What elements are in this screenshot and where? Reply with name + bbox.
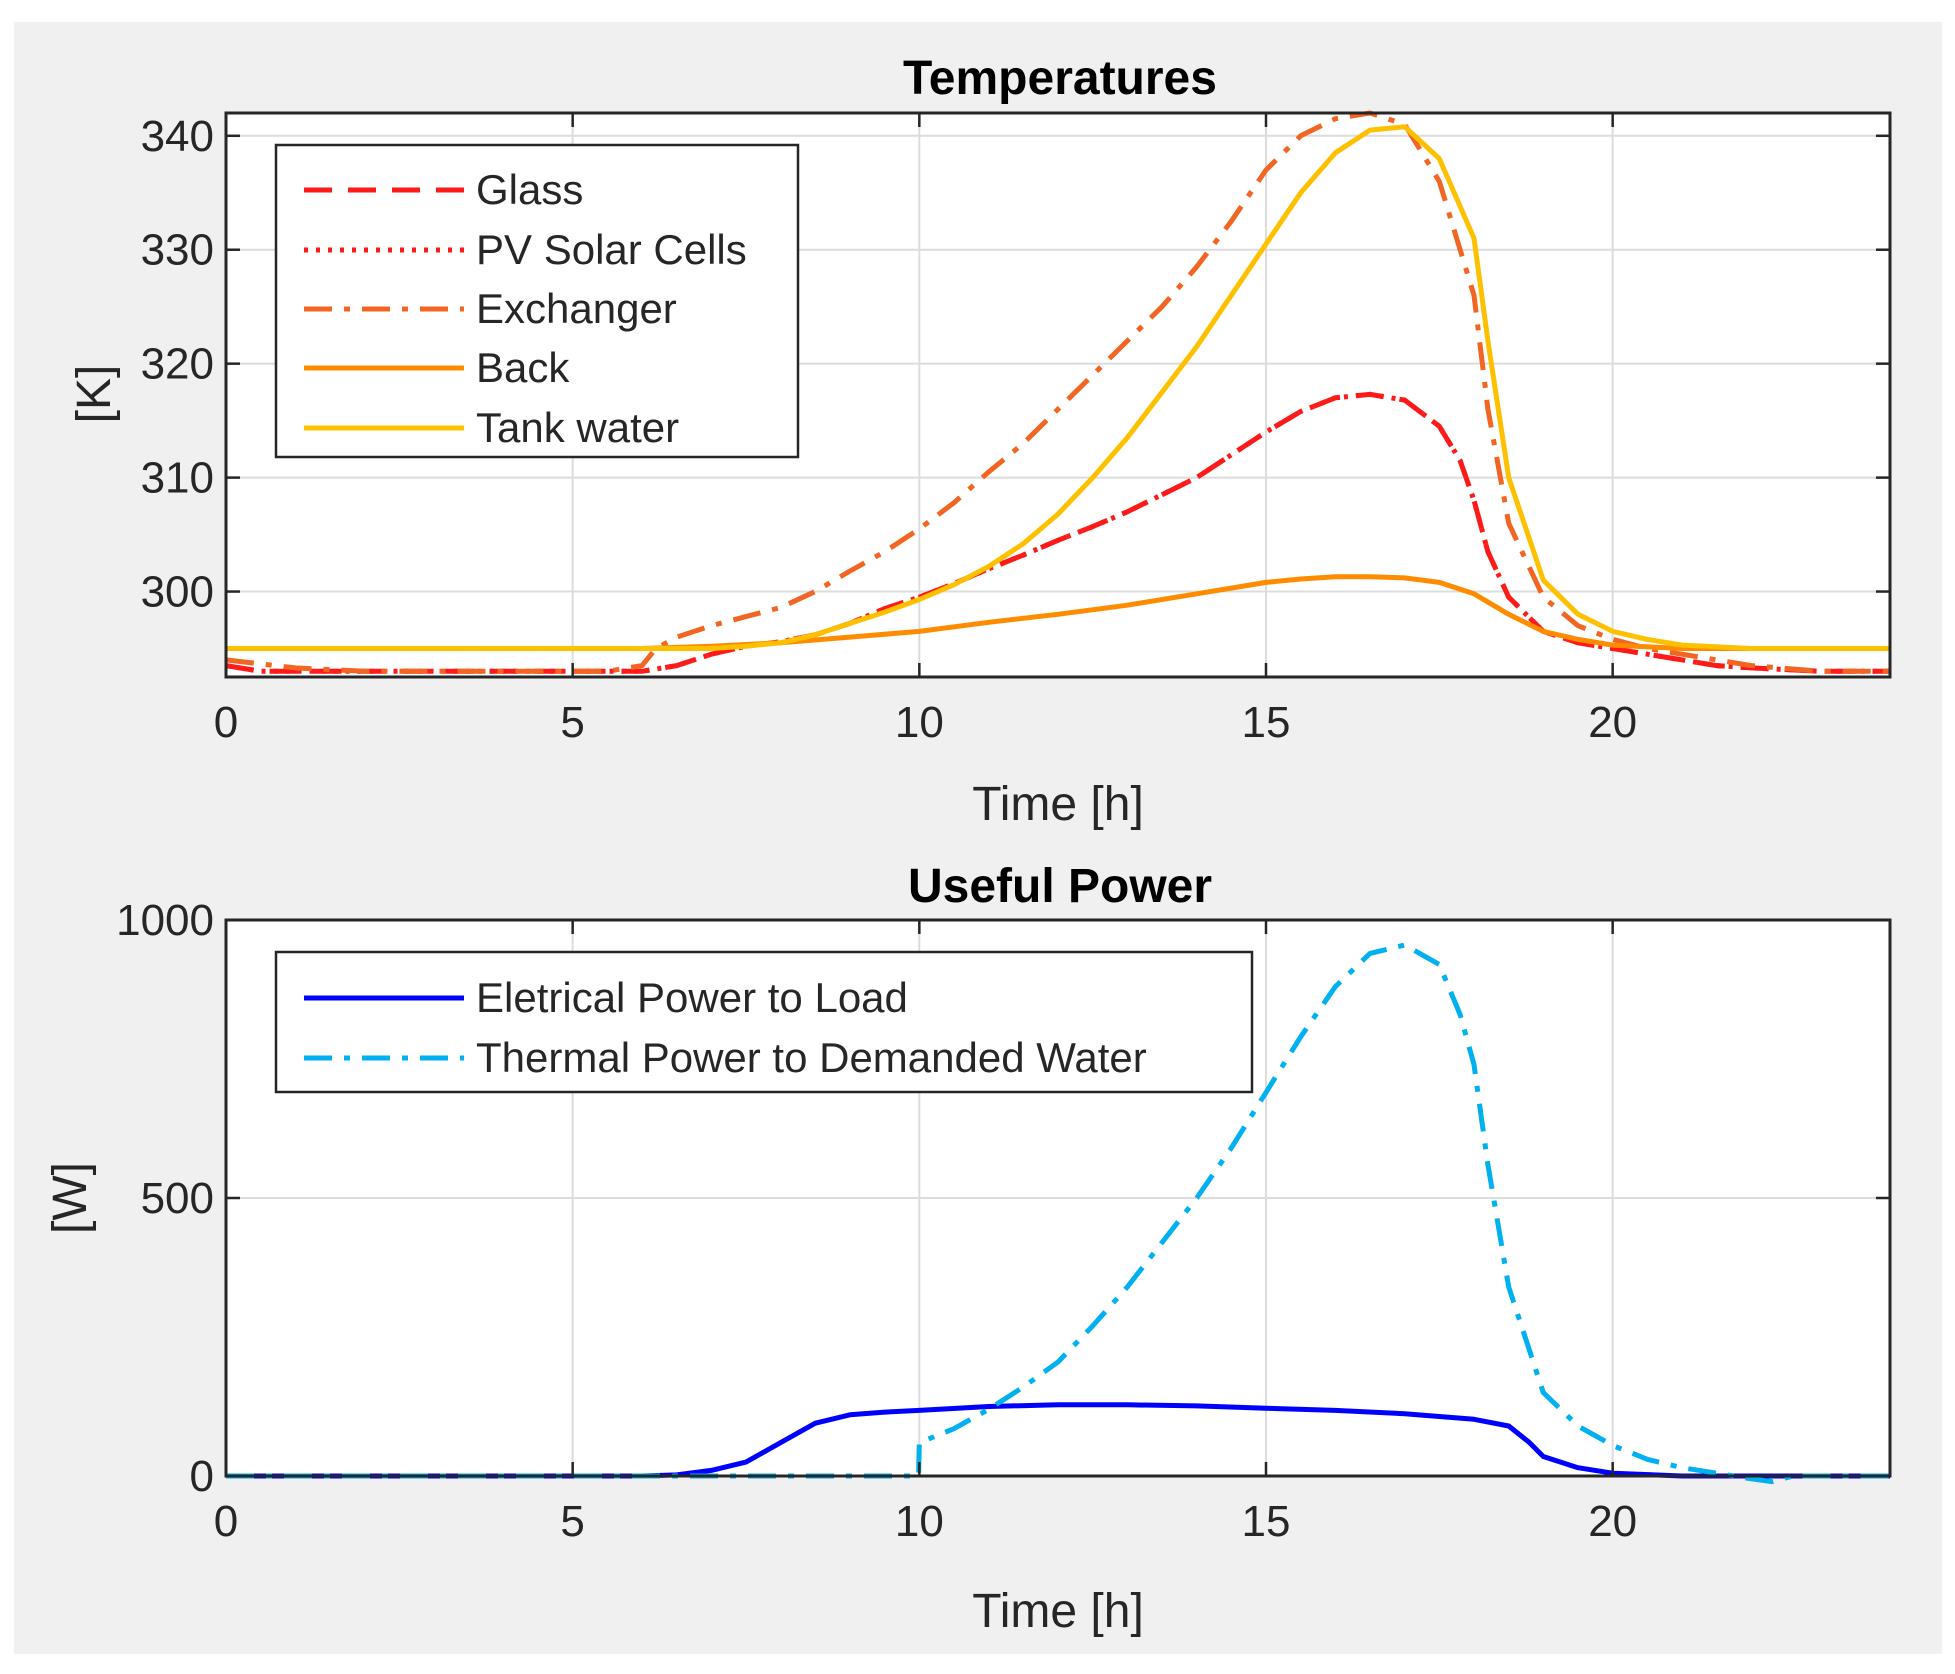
legend-box	[274, 143, 800, 459]
x-axis-label: Time [h]	[972, 1585, 1144, 1638]
legend-label-pv-solar-cells: PV Solar Cells	[476, 226, 747, 273]
series-line-thermal-power-to-demanded-water	[226, 942, 1890, 1485]
legend-label-electrical-power: Eletrical Power to Load	[476, 974, 908, 1021]
x-tick-label: 15	[1242, 698, 1291, 747]
x-tick-label: 10	[895, 1497, 944, 1546]
chart-title: Temperatures	[903, 52, 1217, 105]
y-tick-label: 340	[141, 112, 214, 161]
legend: Glass PV Solar Cells Exchanger Back Tank…	[274, 143, 800, 459]
legend-entries	[304, 995, 464, 1061]
x-tick-label: 10	[895, 698, 944, 747]
y-tick-label: 320	[141, 340, 214, 389]
legend-box	[274, 950, 1254, 1094]
chart-title: Useful Power	[908, 860, 1212, 913]
x-tick-label: 15	[1242, 1497, 1291, 1546]
chart-figure: Temperatures 0 5 10 15 20 300 310 320 330 340 Tim…	[44, 52, 1892, 1638]
x-tick-label: 5	[560, 698, 584, 747]
legend: Eletrical Power to Load Thermal Power to…	[274, 950, 1254, 1094]
temperatures-chart: Temperatures 0 5 10 15 20 300 310 320 330 340 Tim…	[68, 52, 1892, 831]
x-tick-label: 0	[214, 698, 238, 747]
x-axis-label: Time [h]	[972, 778, 1144, 831]
y-tick-label: 310	[141, 454, 214, 503]
axis-ticks: 0 5 10 15 20 300 310 320 330 340	[141, 112, 1890, 747]
y-tick-label: 0	[190, 1452, 214, 1501]
legend-label-back: Back	[476, 344, 570, 391]
series-group	[225, 110, 1890, 674]
series-group	[226, 942, 1890, 1485]
legend-label-thermal-power: Thermal Power to Demanded Water	[476, 1034, 1147, 1081]
series-line-glass	[225, 391, 1890, 674]
series-line-eletrical-power-to-load	[226, 1402, 1890, 1479]
legend-entries	[304, 187, 464, 431]
legend-label-tank-water: Tank water	[476, 404, 679, 451]
y-tick-label: 1000	[116, 896, 214, 945]
x-tick-label: 0	[214, 1497, 238, 1546]
x-tick-label: 5	[560, 1497, 584, 1546]
series-line-exchanger	[225, 110, 1890, 674]
figure-background: Temperatures 0 5 10 15 20 300 310 320 330 340 Tim…	[14, 22, 1942, 1654]
y-axis-label: [W]	[44, 1162, 97, 1234]
x-tick-label: 20	[1588, 1497, 1637, 1546]
legend-label-glass: Glass	[476, 166, 583, 213]
y-tick-label: 300	[141, 568, 214, 617]
y-tick-label: 330	[141, 226, 214, 275]
y-axis-label: [K]	[68, 365, 121, 424]
axis-ticks: 0 5 10 15 20 0 500 1000	[116, 896, 1890, 1546]
useful-power-chart: Useful Power 0 5 10 15 20 0 500 1000 Time [h] […	[44, 860, 1892, 1638]
plot-border	[224, 111, 1892, 679]
legend-label-exchanger: Exchanger	[476, 285, 677, 332]
series-line-tank-water	[226, 124, 1890, 651]
y-tick-label: 500	[141, 1174, 214, 1223]
x-tick-label: 20	[1588, 698, 1637, 747]
